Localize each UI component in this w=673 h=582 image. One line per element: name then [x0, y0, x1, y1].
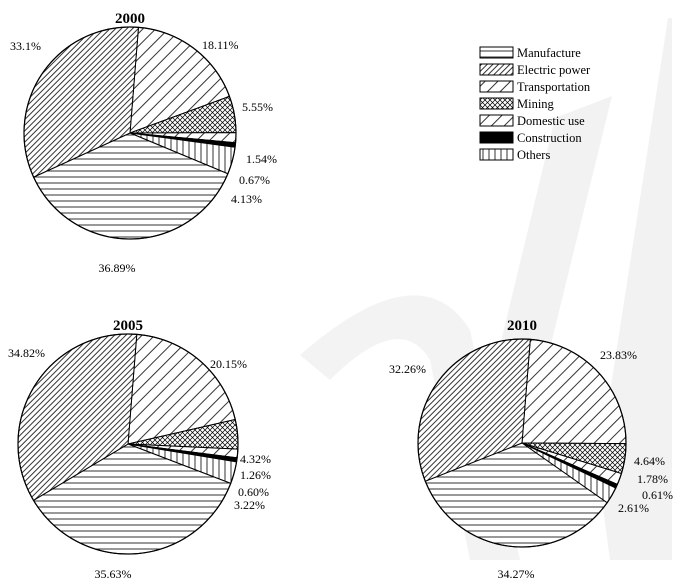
slice-label-domestic: 1.54% — [246, 152, 277, 166]
slice-label-electric: 34.82% — [8, 346, 45, 360]
pie-outline — [17, 333, 239, 555]
legend-label: Mining — [517, 97, 555, 111]
legend-swatch — [479, 80, 514, 93]
legend-label: Transportation — [517, 80, 591, 94]
pie-outline — [417, 338, 627, 548]
legend-item-mining: Mining — [479, 97, 555, 111]
slice-label-others: 4.13% — [231, 192, 262, 206]
pie-chart-2010: 2010 23.83% 4.64% 1.78% 0.61%2.61% 34.27% 32.2… — [389, 318, 673, 581]
pie-outline — [23, 26, 237, 240]
slice-label-transport: 23.83% — [600, 348, 637, 362]
pie-chart-2000: 2000 18.11% 5.55% 1.54% 0.67% 4.13% 36.89% 33.1… — [10, 11, 277, 275]
slice-label-mining: 4.64% — [634, 454, 665, 468]
slice-label-transport: 18.11% — [202, 38, 239, 52]
legend-swatch — [479, 131, 514, 144]
legend-label: Construction — [517, 131, 582, 145]
pies-group: 2000 18.11% 5.55% 1.54% 0.67% 4.13% 36.89% 33.1… — [8, 11, 673, 581]
slice-label-electric: 32.26% — [389, 362, 426, 376]
slice-label-construction: 0.61% — [642, 488, 673, 502]
legend-item-transport: Transportation — [479, 80, 591, 94]
legend-label: Electric power — [517, 63, 591, 77]
pie-title: 2000 — [115, 11, 145, 27]
legend-swatch — [479, 114, 514, 127]
pie-chart-2005: 2005 20.15% 4.32% 1.26% 0.60%3.22% 35.63% 34.8… — [8, 318, 271, 581]
slice-label-transport: 20.15% — [210, 357, 247, 371]
slice-label-others: 3.22% — [234, 498, 265, 512]
legend-item-domestic: Domestic use — [479, 114, 585, 128]
slice-label-manufacture: 36.89% — [99, 261, 136, 275]
legend: Manufacture Electric power Transportation M… — [479, 46, 591, 162]
slice-label-electric: 33.1% — [10, 39, 41, 53]
legend-swatch — [479, 63, 514, 76]
legend-item-construction: Construction — [479, 131, 582, 145]
slice-label-construction: 0.67% — [239, 173, 270, 187]
slice-label-domestic: 1.78% — [637, 472, 668, 486]
slice-label-domestic: 1.26% — [240, 468, 271, 482]
pie-title: 2010 — [507, 318, 537, 334]
legend-label: Manufacture — [517, 46, 581, 60]
pie-title: 2005 — [113, 318, 143, 334]
legend-label: Domestic use — [517, 114, 585, 128]
slice-label-construction: 0.60% — [238, 485, 269, 499]
legend-swatch — [479, 148, 514, 161]
slice-label-manufacture: 34.27% — [498, 567, 535, 581]
slice-label-others: 2.61% — [618, 501, 649, 515]
legend-item-manufacture: Manufacture — [479, 46, 581, 60]
slice-label-mining: 4.32% — [240, 452, 271, 466]
slice-label-manufacture: 35.63% — [95, 567, 132, 581]
legend-swatch — [479, 97, 514, 110]
slice-label-mining: 5.55% — [242, 100, 273, 114]
legend-swatch — [479, 46, 514, 59]
legend-label: Others — [517, 148, 550, 162]
legend-item-others: Others — [479, 148, 550, 162]
legend-item-electric: Electric power — [479, 63, 591, 77]
